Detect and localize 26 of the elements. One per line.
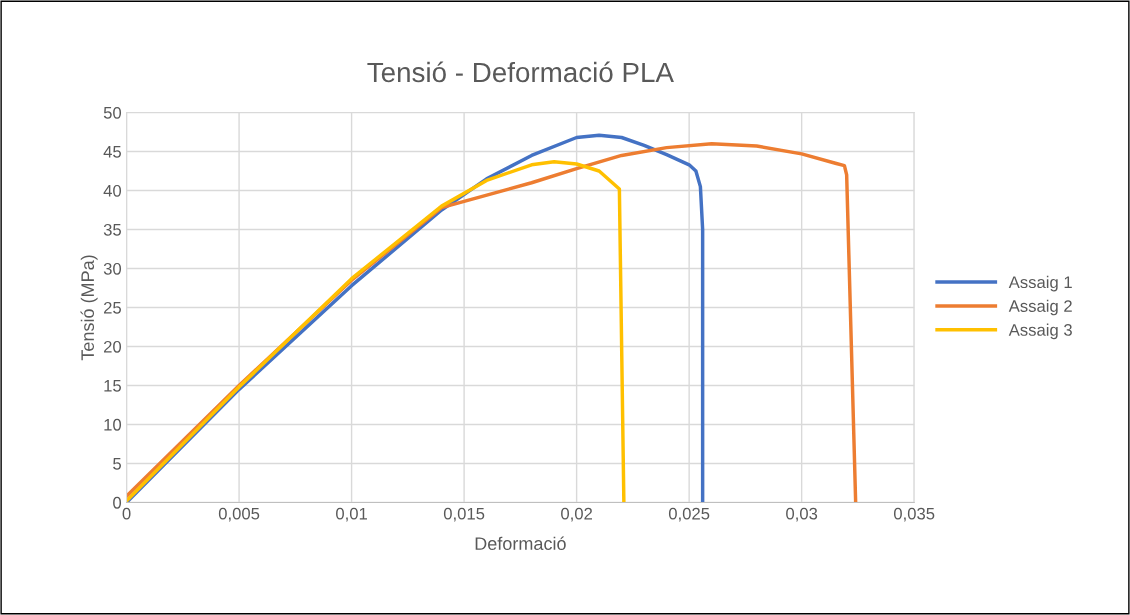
x-tick-label: 0,01 — [336, 507, 367, 522]
legend-label: Assaig 3 — [1008, 323, 1072, 340]
y-tick-label: 40 — [103, 184, 122, 197]
y-tick-label: 20 — [104, 340, 122, 353]
x-tick-label: 0,025 — [668, 507, 710, 522]
y-tick-label: 15 — [104, 380, 121, 392]
chart-title: Tensió - Deformació PLA — [367, 61, 674, 83]
y-axis-title: Tensió (MPa) — [80, 255, 98, 361]
x-tick-label: 0,03 — [786, 507, 818, 522]
x-tick-label: 0,02 — [561, 507, 593, 522]
x-tick-label: 0 — [122, 507, 131, 520]
legend-label: Assaig 2 — [1008, 299, 1072, 316]
y-tick-label: 10 — [104, 418, 122, 431]
x-tick-label: 0,015 — [443, 507, 485, 522]
legend-label: Assaig 1 — [1008, 275, 1072, 292]
y-tick-label: 0 — [113, 496, 122, 509]
line-series — [126, 159, 626, 503]
y-tick-label: 45 — [103, 146, 121, 158]
y-tick-label: 50 — [103, 106, 122, 119]
x-tick-label: 0,005 — [218, 507, 260, 522]
y-tick-label: 25 — [104, 301, 121, 314]
y-tick-label: 30 — [103, 262, 122, 275]
x-axis-title: Deformació — [475, 536, 566, 550]
x-tick-label: 0,035 — [893, 507, 935, 522]
y-tick-label: 5 — [113, 458, 121, 470]
y-tick-label: 35 — [103, 223, 121, 236]
